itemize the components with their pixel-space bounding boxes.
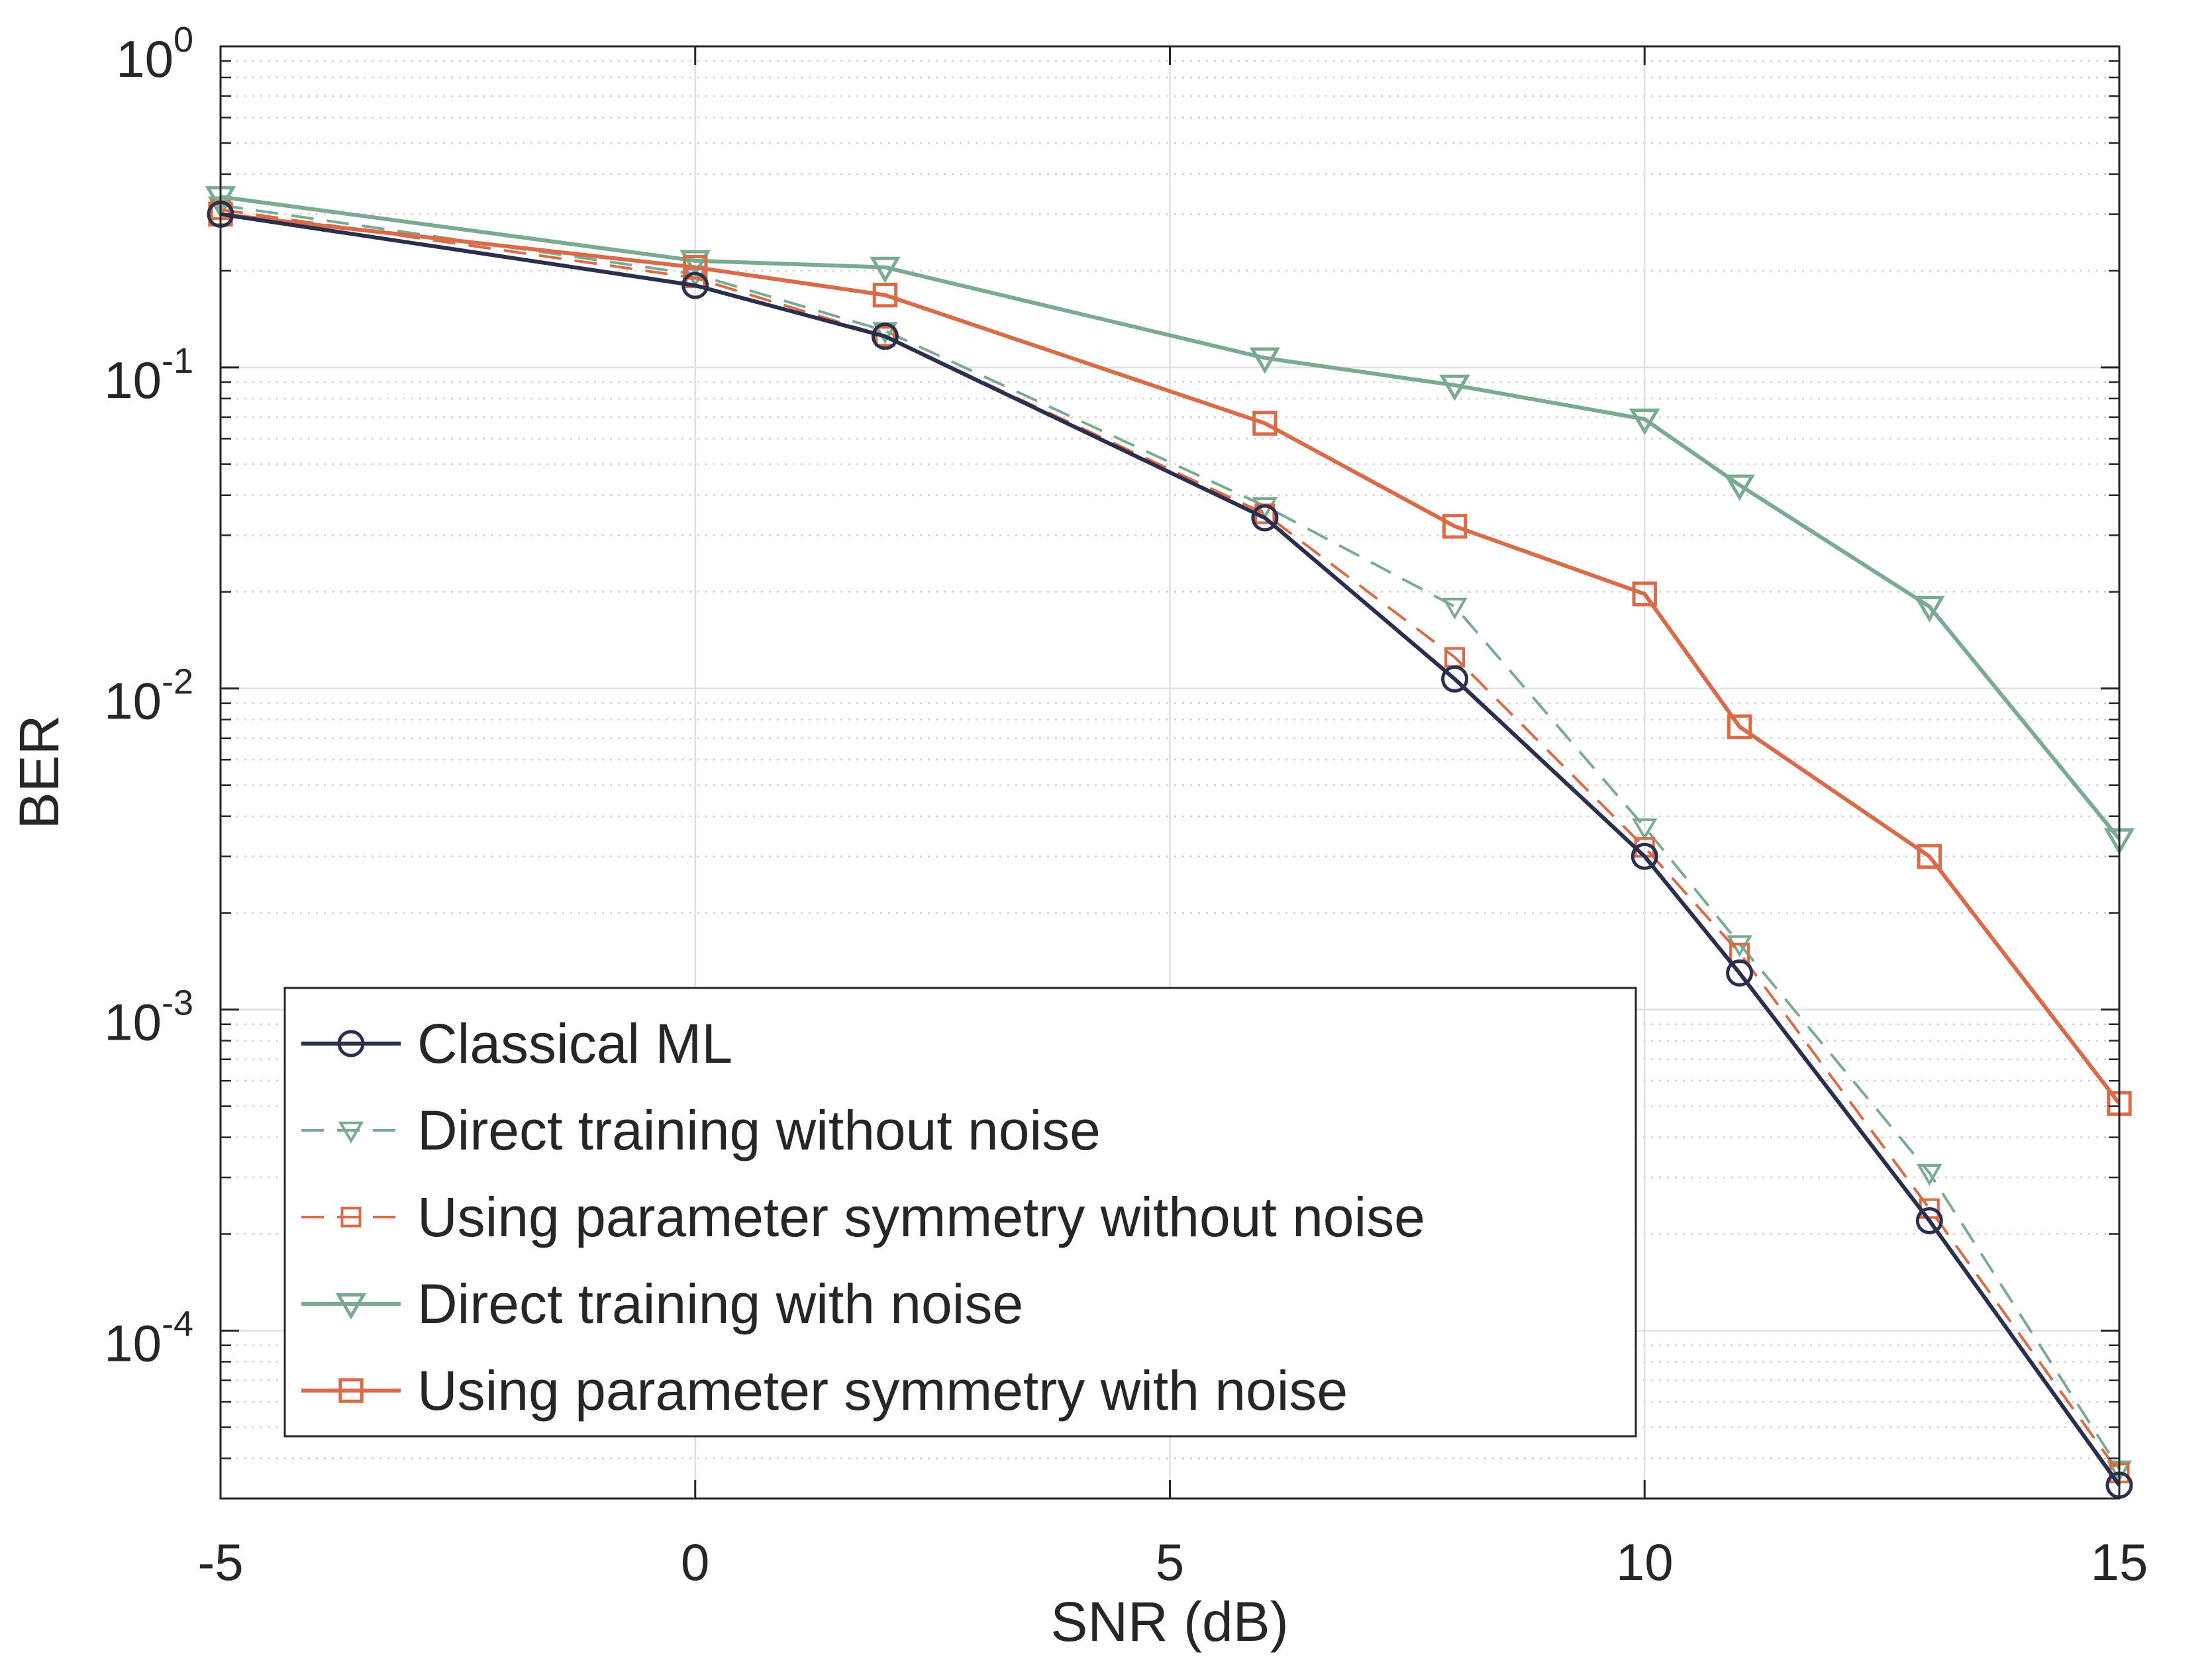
data-point xyxy=(1251,504,1279,532)
data-point xyxy=(1724,474,1755,501)
data-point xyxy=(338,1121,364,1144)
data-point xyxy=(872,282,898,308)
data-point xyxy=(683,255,708,280)
series-0 xyxy=(207,201,2133,1499)
data-point xyxy=(338,1378,364,1403)
series-4 xyxy=(208,201,2132,1116)
series-line xyxy=(220,212,2121,1105)
y-axis-title: BER xyxy=(8,715,70,830)
x-axis-title: SNR (dB) xyxy=(1050,1591,1288,1653)
y-tick-label: 10-3 xyxy=(104,983,193,1052)
y-tick-label: 10-2 xyxy=(104,662,193,730)
legend-item: Direct training with noise xyxy=(301,1273,1023,1335)
data-point xyxy=(679,250,711,277)
y-tick-label: 100 xyxy=(116,20,193,88)
data-point xyxy=(1915,1206,1943,1234)
data-point xyxy=(874,326,895,347)
data-point xyxy=(681,271,709,299)
y-tick-label: 10-1 xyxy=(104,341,193,409)
data-point xyxy=(1252,411,1278,436)
minor-grid xyxy=(221,60,2119,1500)
data-point xyxy=(337,1030,365,1057)
axis-ticks xyxy=(219,45,2121,1500)
legend-label: Using parameter symmetry without noise xyxy=(417,1186,1425,1248)
y-tick-label: 10-4 xyxy=(104,1304,193,1372)
series-line xyxy=(220,208,2121,1474)
data-point xyxy=(1249,347,1281,374)
x-tick-label: 5 xyxy=(1156,1533,1184,1591)
series-line xyxy=(220,212,2121,1487)
data-point xyxy=(1726,959,1754,987)
data-point xyxy=(870,256,901,283)
data-point xyxy=(1632,818,1658,840)
tick-labels: -5 0 5 10 15 100 10-1 10-2 10-3 10-4 xyxy=(104,20,2148,1591)
legend-item: Direct training without noise xyxy=(301,1099,1101,1161)
data-point xyxy=(1629,409,1660,435)
legend-item: Using parameter symmetry with noise xyxy=(301,1359,1348,1422)
data-point xyxy=(1442,514,1468,539)
x-tick-label: 0 xyxy=(681,1533,709,1591)
legend-box xyxy=(283,987,1637,1438)
legend-label: Using parameter symmetry with noise xyxy=(417,1359,1348,1422)
x-tick-label: 10 xyxy=(1616,1533,1674,1591)
data-point xyxy=(1439,374,1470,401)
data-point xyxy=(1632,581,1657,607)
data-point xyxy=(1442,597,1468,620)
series-line xyxy=(220,203,2121,1470)
legend-item: Using parameter symmetry without noise xyxy=(301,1186,1425,1248)
data-point xyxy=(1914,595,1945,622)
data-point xyxy=(1727,714,1752,740)
data-point xyxy=(1441,665,1469,693)
series-line xyxy=(220,195,2121,840)
legend: Classical ML Direct training without nois… xyxy=(283,987,1637,1438)
data-point xyxy=(335,1293,367,1320)
legend-label: Direct training with noise xyxy=(417,1273,1023,1335)
legend-label: Classical ML xyxy=(417,1012,732,1075)
data-point xyxy=(871,322,899,350)
x-tick-label: 15 xyxy=(2091,1533,2148,1591)
x-tick-label: -5 xyxy=(197,1533,243,1591)
legend-item: Classical ML xyxy=(301,1012,732,1075)
legend-label: Direct training without noise xyxy=(417,1099,1101,1161)
data-point xyxy=(340,1206,362,1228)
data-point xyxy=(1917,1163,1942,1186)
data-point xyxy=(1631,842,1658,870)
data-point xyxy=(1917,844,1942,869)
series-layer xyxy=(205,186,2135,1499)
